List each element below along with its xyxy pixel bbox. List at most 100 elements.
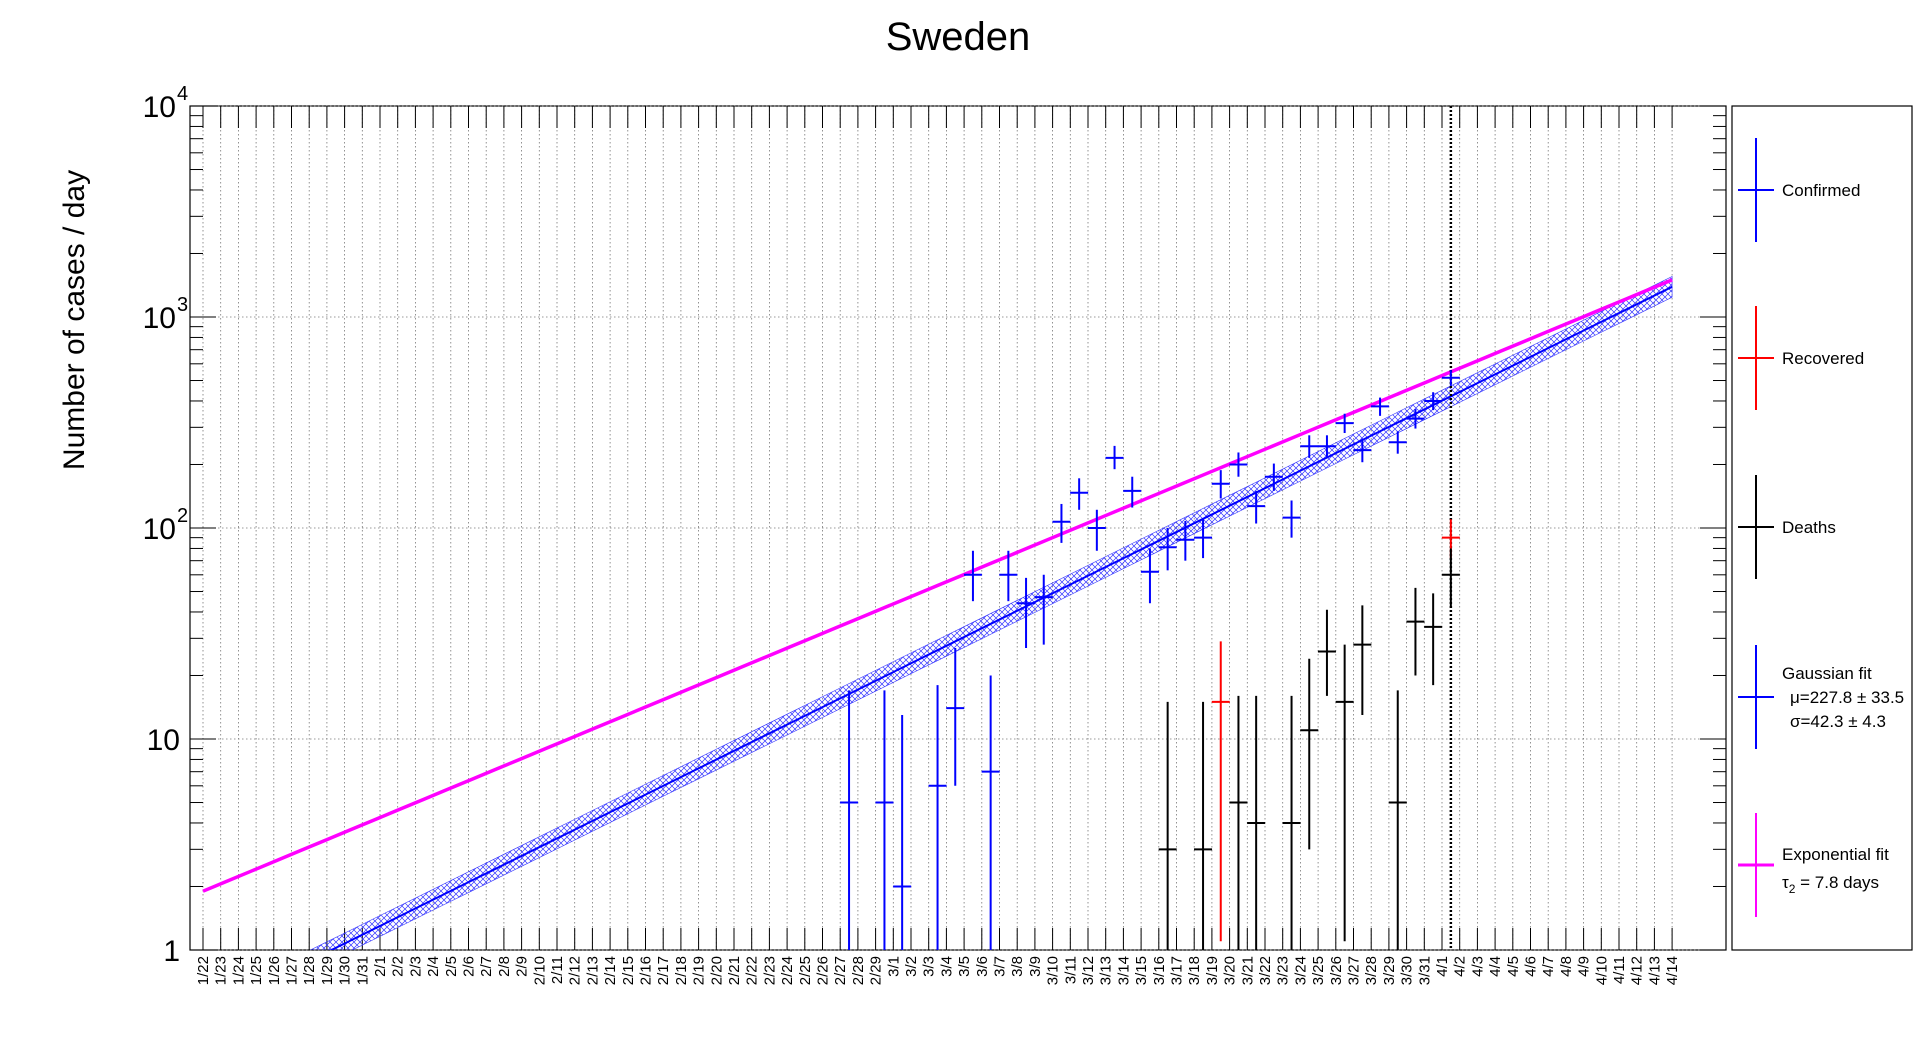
x-tick-label: 4/14 xyxy=(1664,956,1681,985)
legend-label: Recovered xyxy=(1782,349,1864,368)
deaths-point xyxy=(1282,695,1301,950)
x-tick-label: 1/25 xyxy=(248,956,265,985)
x-tick-label: 2/19 xyxy=(691,956,708,985)
x-tick-label: 2/21 xyxy=(726,956,743,985)
confirmed-point xyxy=(1335,413,1354,433)
x-tick-label: 2/12 xyxy=(567,956,584,985)
confirmed-point xyxy=(1087,509,1106,551)
confirmed-point xyxy=(875,690,894,950)
recovered-point xyxy=(1211,641,1230,942)
x-tick-label: 3/13 xyxy=(1098,956,1115,985)
x-tick-label: 3/17 xyxy=(1169,956,1186,985)
confirmed-point xyxy=(1229,452,1248,477)
x-tick-label: 3/28 xyxy=(1363,956,1380,985)
x-tick-label: 2/25 xyxy=(797,956,814,985)
x-tick-label: 1/27 xyxy=(284,956,301,985)
x-tick-label: 3/18 xyxy=(1186,956,1203,985)
confirmed-point xyxy=(1317,435,1336,458)
confirmed-point xyxy=(1353,438,1372,463)
confirmed-point xyxy=(1388,431,1407,454)
grid-lines xyxy=(190,105,1726,951)
deaths-point xyxy=(1388,690,1407,950)
x-tick-label: 4/1 xyxy=(1434,956,1451,977)
legend-label: Deaths xyxy=(1782,518,1836,537)
confirmed-point xyxy=(1424,392,1443,411)
deaths-point xyxy=(1247,695,1266,950)
x-tick-label: 2/18 xyxy=(673,956,690,985)
x-tick-label: 2/20 xyxy=(708,956,725,985)
x-tick-label: 4/5 xyxy=(1505,956,1522,977)
x-tick-label: 3/24 xyxy=(1292,956,1309,985)
confirmed-point xyxy=(840,690,859,950)
deaths-point xyxy=(1300,658,1319,850)
x-tick-label: 1/28 xyxy=(301,956,318,985)
x-tick-label: 2/7 xyxy=(478,956,495,977)
confirmed-point xyxy=(1017,577,1036,648)
legend-label: Gaussian fit xyxy=(1782,664,1872,683)
x-tick-label: 1/31 xyxy=(354,956,371,985)
x-tick-label: 3/14 xyxy=(1115,956,1132,985)
confirmed-point xyxy=(928,685,947,950)
x-tick-label: 2/24 xyxy=(779,956,796,985)
confirmed-point xyxy=(1034,574,1053,645)
confirmed-point xyxy=(1247,490,1266,524)
x-tick-label: 4/2 xyxy=(1452,956,1469,977)
y-tick-exponent: 3 xyxy=(177,294,188,316)
x-tick-label: 3/19 xyxy=(1204,956,1221,985)
confirmed-point xyxy=(1052,503,1071,543)
y-tick-exponent: 4 xyxy=(177,83,188,105)
x-tick-label: 2/11 xyxy=(549,956,566,984)
legend-label: Exponential fit xyxy=(1782,845,1889,864)
deaths-point xyxy=(1317,609,1336,696)
confirmed-point xyxy=(981,675,1000,950)
x-tick-label: 4/12 xyxy=(1629,956,1646,985)
x-tick-label: 2/9 xyxy=(514,956,531,977)
x-tick-label: 2/22 xyxy=(744,956,761,985)
x-tick-label: 1/22 xyxy=(195,956,212,985)
x-tick-label: 2/5 xyxy=(443,956,460,977)
x-tick-label: 3/29 xyxy=(1381,956,1398,985)
x-tick-label: 3/11 xyxy=(1062,956,1079,984)
y-tick-base: 10 xyxy=(147,724,180,757)
y-tick-base: 10 xyxy=(143,91,176,124)
x-tick-label: 4/10 xyxy=(1593,956,1610,985)
x-tick-label: 3/31 xyxy=(1416,956,1433,985)
legend-label: Confirmed xyxy=(1782,181,1860,200)
legend-exponential-fit: Exponential fit τ2 = 7.8 days xyxy=(1738,813,1889,917)
x-tick-label: 3/12 xyxy=(1080,956,1097,985)
x-tick-label: 2/15 xyxy=(620,956,637,985)
y-tick-base: 10 xyxy=(143,302,176,335)
x-tick-labels: 1/22 1/23 1/24 1/25 1/26 1/27 1/28 1/29 1/30 1/31… xyxy=(195,956,1681,985)
legend-label: σ=42.3 ± 4.3 xyxy=(1790,712,1886,731)
x-tick-label: 2/6 xyxy=(461,956,478,977)
x-tick-label: 3/20 xyxy=(1222,956,1239,985)
confirmed-point xyxy=(963,550,982,602)
x-tick-label: 3/7 xyxy=(992,956,1009,977)
x-tick-label: 4/8 xyxy=(1558,956,1575,977)
y-tick-label: 10 2 xyxy=(143,505,189,546)
confirmed-point xyxy=(1300,435,1319,458)
x-tick-label: 2/14 xyxy=(602,956,619,985)
y-tick-label: 1 xyxy=(163,935,180,968)
x-tick-label: 4/11 xyxy=(1611,956,1628,984)
x-tick-label: 3/5 xyxy=(956,956,973,977)
x-tick-label: 3/26 xyxy=(1328,956,1345,985)
x-tick-label: 2/29 xyxy=(868,956,885,985)
x-tick-label: 3/25 xyxy=(1310,956,1327,985)
confirmed-point xyxy=(1158,528,1177,571)
x-tick-label: 2/8 xyxy=(496,956,513,977)
x-tick-label: 1/23 xyxy=(213,956,230,985)
x-tick-label: 3/10 xyxy=(1045,956,1062,985)
legend-deaths: Deaths xyxy=(1738,475,1836,579)
x-tick-label: 3/4 xyxy=(938,956,955,977)
x-tick-label: 3/23 xyxy=(1275,956,1292,985)
y-tick-base: 1 xyxy=(163,935,180,968)
gaussian-fit-band xyxy=(309,275,1673,950)
x-tick-label: 2/3 xyxy=(407,956,424,977)
deaths-point xyxy=(1158,701,1177,950)
x-tick-label: 1/29 xyxy=(319,956,336,985)
x-tick-label: 4/7 xyxy=(1540,956,1557,977)
